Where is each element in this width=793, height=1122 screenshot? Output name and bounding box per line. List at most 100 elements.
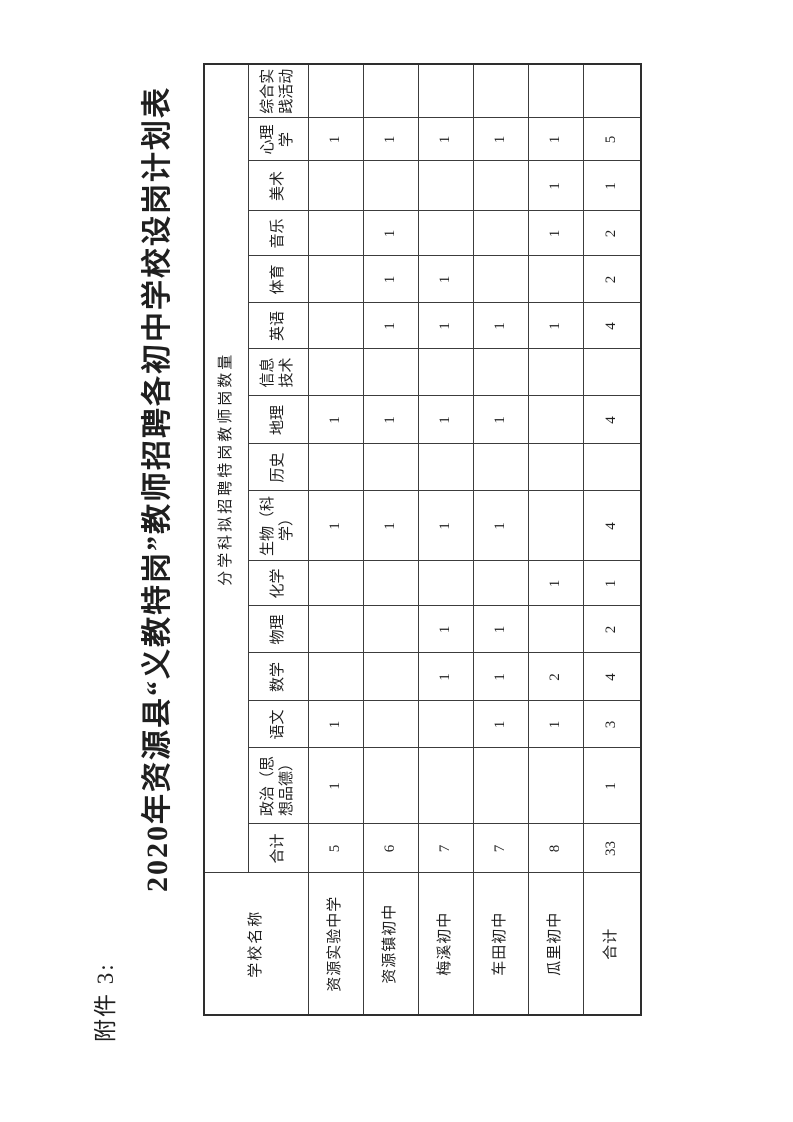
value-cell — [308, 161, 363, 211]
value-cell: 1 — [308, 491, 363, 561]
value-cell: 1 — [583, 161, 641, 211]
value-cell — [363, 63, 418, 118]
school-name-cell: 瓜里初中 — [528, 873, 583, 1015]
value-cell: 1 — [473, 606, 528, 653]
value-cell — [418, 161, 473, 211]
column-header-politics: 政治（思想品德） — [248, 748, 308, 824]
value-cell — [473, 444, 528, 491]
value-cell — [418, 748, 473, 824]
value-cell — [363, 701, 418, 748]
column-header-chinese: 语文 — [248, 701, 308, 748]
value-cell: 1 — [473, 118, 528, 161]
value-cell: 4 — [583, 653, 641, 701]
value-cell — [528, 491, 583, 561]
value-cell — [308, 349, 363, 396]
value-cell: 1 — [473, 396, 528, 444]
value-cell: 1 — [418, 256, 473, 303]
school-name-cell: 资源实验中学 — [308, 873, 363, 1015]
school-name-cell: 合计 — [583, 873, 641, 1015]
school-name-cell: 资源镇初中 — [363, 873, 418, 1015]
value-cell — [473, 161, 528, 211]
value-cell: 1 — [363, 256, 418, 303]
value-cell: 1 — [363, 396, 418, 444]
column-header-english: 英语 — [248, 303, 308, 349]
value-cell — [473, 63, 528, 118]
value-cell: 33 — [583, 824, 641, 873]
document-title: 2020年资源县“义教特岗”教师招聘各初中学校设岗计划表 — [141, 86, 174, 892]
value-cell: 6 — [363, 824, 418, 873]
column-header-geography: 地理 — [248, 396, 308, 444]
value-cell — [363, 444, 418, 491]
value-cell — [308, 303, 363, 349]
value-cell: 2 — [583, 256, 641, 303]
value-cell: 1 — [528, 118, 583, 161]
table-body: 资源实验中学 5 1 1 1 1 1 资源镇初中 6 1 1 1 1 1 1 梅溪初中 7 1 1 1 1 1 1 1 车田初中… — [308, 63, 641, 1015]
value-cell: 1 — [528, 303, 583, 349]
value-cell — [308, 63, 363, 118]
value-cell: 7 — [473, 824, 528, 873]
column-header-total: 合计 — [248, 824, 308, 873]
value-cell — [363, 561, 418, 606]
value-cell: 1 — [583, 561, 641, 606]
value-cell: 1 — [363, 491, 418, 561]
value-cell: 2 — [583, 606, 641, 653]
value-cell — [363, 161, 418, 211]
value-cell: 1 — [528, 211, 583, 256]
table-row: 合计 33 1 3 4 2 1 4 4 4 2 2 1 5 — [583, 63, 641, 1015]
value-cell: 4 — [583, 303, 641, 349]
column-header-it: 信息技术 — [248, 349, 308, 396]
value-cell: 1 — [473, 653, 528, 701]
value-cell: 1 — [418, 118, 473, 161]
value-cell: 7 — [418, 824, 473, 873]
table-row: 梅溪初中 7 1 1 1 1 1 1 1 — [418, 63, 473, 1015]
value-cell — [308, 606, 363, 653]
value-cell — [308, 256, 363, 303]
value-cell — [418, 63, 473, 118]
column-header-art: 美术 — [248, 161, 308, 211]
value-cell — [528, 256, 583, 303]
value-cell: 1 — [363, 211, 418, 256]
value-cell: 1 — [308, 396, 363, 444]
value-cell: 1 — [473, 491, 528, 561]
column-header-biology: 生物（科学） — [248, 491, 308, 561]
value-cell: 1 — [418, 653, 473, 701]
table-row: 车田初中 7 1 1 1 1 1 1 1 — [473, 63, 528, 1015]
value-cell: 1 — [528, 161, 583, 211]
column-header-psychology: 心理学 — [248, 118, 308, 161]
column-header-history: 历史 — [248, 444, 308, 491]
value-cell: 5 — [308, 824, 363, 873]
header-row-span: 学校名称 分学科拟招聘特岗教师岗数量 — [204, 63, 308, 1015]
value-cell — [363, 748, 418, 824]
value-cell — [473, 561, 528, 606]
column-header-physics: 物理 — [248, 606, 308, 653]
value-cell — [308, 561, 363, 606]
value-cell: 1 — [528, 561, 583, 606]
column-header-music: 音乐 — [248, 211, 308, 256]
value-cell — [528, 63, 583, 118]
value-cell: 1 — [308, 701, 363, 748]
value-cell: 4 — [583, 396, 641, 444]
value-cell — [583, 444, 641, 491]
value-cell: 1 — [308, 118, 363, 161]
column-header-practice: 综合实践活动 — [248, 63, 308, 118]
value-cell — [473, 256, 528, 303]
table-row: 瓜里初中 8 1 2 1 1 1 1 1 — [528, 63, 583, 1015]
value-cell: 1 — [473, 303, 528, 349]
value-cell: 2 — [528, 653, 583, 701]
school-name-header: 学校名称 — [204, 873, 308, 1015]
value-cell — [528, 606, 583, 653]
value-cell: 4 — [583, 491, 641, 561]
value-cell: 1 — [418, 396, 473, 444]
value-cell: 1 — [418, 303, 473, 349]
value-cell: 1 — [473, 701, 528, 748]
value-cell — [528, 396, 583, 444]
value-cell — [308, 211, 363, 256]
value-cell: 1 — [363, 118, 418, 161]
value-cell: 5 — [583, 118, 641, 161]
value-cell — [418, 444, 473, 491]
value-cell — [308, 653, 363, 701]
value-cell — [418, 211, 473, 256]
value-cell — [363, 606, 418, 653]
